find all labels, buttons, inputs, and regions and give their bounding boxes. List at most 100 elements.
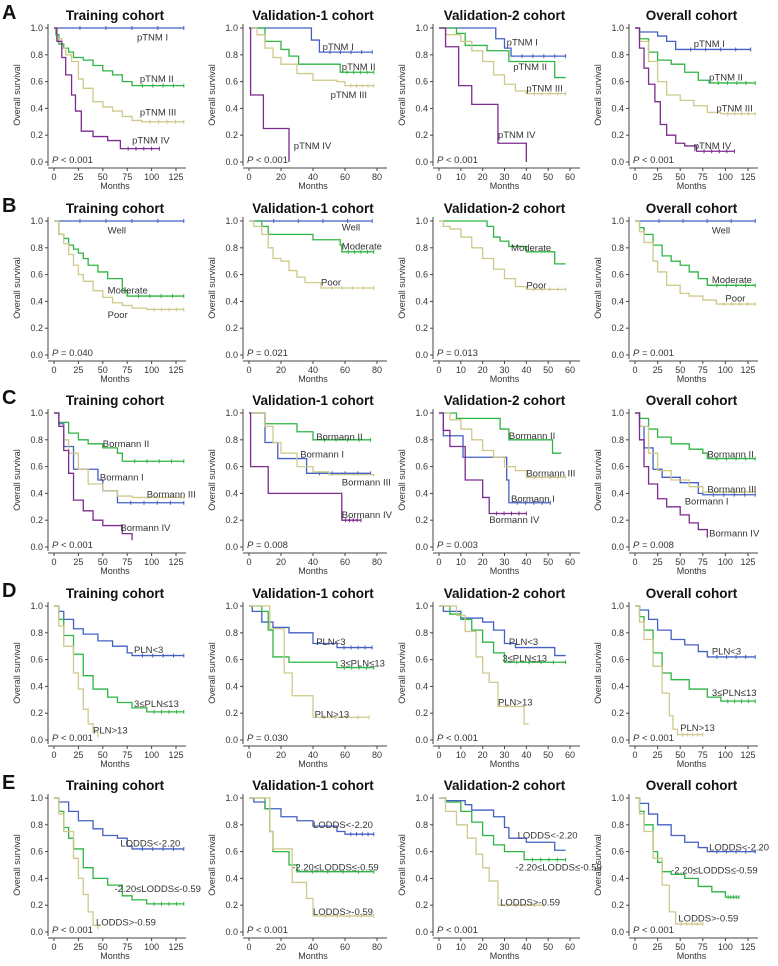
y-tick-label: 0.8	[415, 820, 428, 830]
x-tick-label: 0	[436, 172, 441, 182]
y-tick-label: 1.0	[225, 793, 238, 803]
y-tick-label: 0.0	[225, 157, 238, 167]
curve-label: Bormann IV	[342, 510, 393, 521]
survival-curve	[249, 605, 369, 718]
panel-title: Validation-2 cohort	[444, 201, 566, 216]
x-tick-label: 25	[73, 172, 83, 182]
x-tick-label: 60	[565, 172, 575, 182]
curve-label: -2.20≤LODDS≤-0.59	[115, 884, 201, 895]
p-value: P < 0.001	[437, 733, 478, 744]
y-axis-label: Overall survival	[12, 834, 22, 896]
p-value: P = 0.013	[437, 348, 478, 359]
x-tick-label: 0	[51, 942, 56, 952]
p-value: P = 0.001	[633, 348, 674, 359]
survival-curve	[439, 412, 527, 515]
curve-label: Bormann II	[103, 439, 149, 450]
y-tick-label: 0.6	[30, 270, 43, 280]
curve-label: Bormann IV	[120, 523, 171, 534]
km-panel-6: Validation-2 cohort 0.0 0.2 0.4 0.6 0.8 1.0 0 10…	[397, 201, 580, 384]
x-tick-label: 0	[246, 557, 251, 567]
x-tick-label: 0	[246, 750, 251, 760]
survival-curve	[54, 797, 184, 850]
y-tick-label: 0.6	[415, 462, 428, 472]
p-value-symbol: P	[52, 540, 59, 551]
curve-label: LODDS<-2.20	[518, 831, 578, 842]
y-tick-label: 0.2	[225, 708, 238, 718]
y-tick-label: 0.6	[30, 655, 43, 665]
p-value-symbol: P	[633, 348, 640, 359]
panel-title: Validation-1 cohort	[252, 778, 374, 793]
p-value-text: < 0.001	[443, 925, 478, 936]
y-tick-label: 0.8	[30, 243, 43, 253]
x-tick-label: 75	[698, 365, 708, 375]
curve-label: LODDS>-0.59	[678, 914, 738, 925]
survival-curve	[54, 605, 184, 713]
panel-title: Overall cohort	[646, 393, 738, 408]
survival-curve	[249, 605, 374, 669]
x-tick-label: 125	[168, 365, 183, 375]
survival-curve	[635, 220, 756, 305]
curve-label: pTNM IV	[694, 141, 732, 152]
survival-curve	[439, 220, 566, 290]
survival-curve	[54, 220, 184, 311]
x-tick-label: 40	[521, 750, 531, 760]
p-value: P < 0.001	[633, 155, 674, 166]
x-axis-label: Months	[100, 181, 130, 191]
p-value-text: < 0.001	[443, 155, 478, 166]
p-value-symbol: P	[52, 733, 59, 744]
survival-curve	[249, 605, 373, 649]
y-tick-label: 0.8	[415, 435, 428, 445]
survival-curve	[635, 797, 756, 853]
y-tick-label: 0.2	[225, 900, 238, 910]
y-tick-label: 0.8	[30, 628, 43, 638]
curve-label: PLN>13	[315, 710, 350, 721]
survival-curve	[635, 27, 735, 152]
y-tick-label: 1.0	[611, 408, 624, 418]
x-tick-label: 25	[73, 557, 83, 567]
x-tick-label: 50	[543, 557, 553, 567]
curve-label: Well	[108, 225, 126, 236]
y-axis-label: Overall survival	[12, 642, 22, 704]
km-panel-9: Validation-1 cohort 0.0 0.2 0.4 0.6 0.8 1.0 0 20…	[207, 393, 393, 576]
curve-label: PLN>13	[498, 697, 533, 708]
y-tick-label: 0.0	[611, 157, 624, 167]
p-value-symbol: P	[437, 733, 444, 744]
survival-curve	[54, 797, 99, 930]
y-tick-label: 0.8	[611, 435, 624, 445]
y-tick-label: 1.0	[415, 216, 428, 226]
x-tick-label: 25	[73, 365, 83, 375]
panel-title: Validation-1 cohort	[252, 586, 374, 601]
survival-curve	[54, 27, 160, 150]
x-axis-label: Months	[100, 951, 130, 961]
y-tick-label: 0.0	[611, 735, 624, 745]
y-axis-label: Overall survival	[12, 64, 22, 126]
p-value-symbol: P	[437, 925, 444, 936]
y-tick-label: 1.0	[30, 601, 43, 611]
curve-label: Moderate	[712, 275, 752, 286]
curve-label: Moderate	[342, 241, 382, 252]
y-tick-label: 0.0	[30, 735, 43, 745]
x-tick-label: 75	[122, 365, 132, 375]
x-tick-label: 0	[436, 365, 441, 375]
x-tick-label: 0	[51, 750, 56, 760]
x-tick-label: 125	[168, 750, 183, 760]
survival-curve	[249, 412, 361, 521]
panel-letter: E	[2, 772, 15, 794]
curve-label: pTNM II	[342, 62, 376, 73]
p-value-text: = 0.021	[253, 348, 288, 359]
x-tick-label: 0	[246, 365, 251, 375]
survival-curve	[635, 605, 756, 658]
x-tick-label: 125	[740, 365, 755, 375]
survival-curve	[249, 797, 374, 835]
x-tick-label: 100	[144, 172, 159, 182]
y-tick-label: 0.6	[611, 462, 624, 472]
survival-curve	[635, 27, 756, 84]
survival-curve	[439, 605, 529, 725]
km-panel-15: Overall cohort 0.0 0.2 0.4 0.6 0.8 1.0 0 25 50 75 1…	[593, 586, 758, 769]
panel-letter: C	[2, 387, 16, 409]
x-tick-label: 75	[122, 557, 132, 567]
x-tick-label: 125	[740, 942, 755, 952]
km-panel-19: Overall cohort 0.0 0.2 0.4 0.6 0.8 1.0 0 25 50 75 1…	[593, 778, 769, 961]
x-tick-label: 25	[653, 750, 663, 760]
